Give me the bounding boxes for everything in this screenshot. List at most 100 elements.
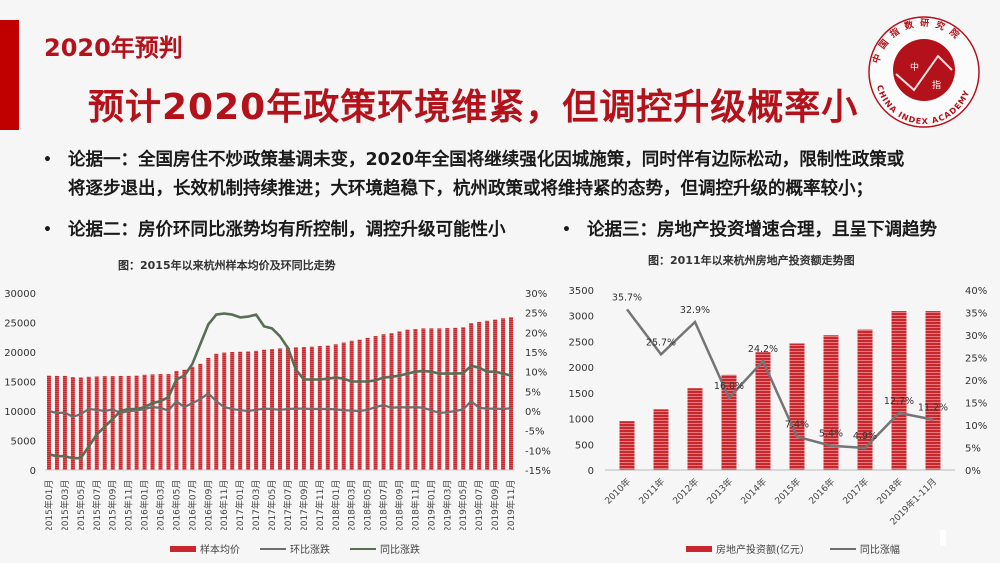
- bar-avg-price: [357, 339, 362, 470]
- x-tick-label: 2019年05月: [457, 480, 469, 530]
- bar-avg-price: [421, 328, 426, 470]
- main-title: 预计2020年政策环境维紧，但调控升级概率小: [88, 87, 859, 128]
- investment-chart: 0 500 1000 1500 2000 2500 3000 3500 0% 5% 10% 15% 20…: [569, 286, 988, 527]
- line-swatch: [829, 547, 856, 550]
- x-tick-label: 2011年: [636, 476, 667, 507]
- bar-investment: [721, 374, 737, 470]
- bullet-text: 论据二：房价环同比涨势均有所控制，调控升级可能性小: [68, 220, 506, 240]
- bullet-argument-1: • 论据一：全国房住不炒政策基调未变，2020年全国将继续强化因城施策，同时伴有…: [43, 146, 968, 204]
- bar-investment: [891, 311, 907, 470]
- bullet-argument-2: • 论据二：房价环同比涨势均有所控制，调控升级可能性小: [43, 216, 506, 245]
- y-tick-label: 0: [588, 466, 594, 477]
- bar-avg-price: [62, 375, 67, 470]
- bar-avg-price: [174, 370, 179, 470]
- bar-avg-price: [214, 353, 219, 470]
- line-swatch: [260, 547, 286, 550]
- bullet-dot: •: [562, 222, 571, 238]
- x-tick-label: 2017年: [840, 476, 871, 507]
- y-tick-label: 30000: [4, 289, 36, 300]
- line-swatch: [350, 547, 376, 550]
- bar-avg-price: [134, 375, 139, 470]
- bar-avg-price: [222, 352, 227, 470]
- x-tick-label: 2019年07月: [473, 480, 485, 530]
- x-tick-label: 2012年: [670, 476, 701, 507]
- y-tick-label: 1500: [569, 389, 594, 400]
- bar-avg-price: [365, 337, 370, 470]
- bar-avg-price: [142, 374, 147, 470]
- bar-avg-price: [445, 328, 450, 470]
- bar-avg-price: [373, 336, 378, 470]
- bar-avg-price: [262, 349, 267, 470]
- bar-investment: [755, 352, 771, 470]
- legend-item-yoy: 同比涨跌: [350, 541, 420, 556]
- bar-avg-price: [150, 374, 155, 470]
- legend-item-avg-price: 样本均价: [170, 541, 240, 556]
- x-tick-label: 2018年03月: [346, 480, 358, 530]
- legend-item-growth: 同比涨幅: [829, 541, 900, 556]
- y2-tick-label: 25%: [965, 354, 987, 365]
- x-tick-label: 2018年07月: [378, 480, 390, 530]
- y2-tick-label: -10%: [525, 446, 551, 457]
- price-trend-legend: 样本均价 环比涨跌 同比涨跌: [170, 541, 434, 556]
- bar-avg-price: [333, 344, 338, 470]
- y2-tick-label: 5%: [525, 387, 541, 398]
- bar-avg-price: [126, 375, 131, 470]
- china-index-academy-logo-icon: 中 指 中国指数研究院 CHINA INDEX ACADEMY: [868, 16, 980, 128]
- bar-avg-price: [198, 363, 203, 470]
- section-title: 2020年预判: [44, 34, 183, 62]
- data-label: 35.7%: [612, 292, 642, 303]
- bar-avg-price: [453, 327, 458, 470]
- x-tick-label: 2017年09月: [298, 480, 310, 530]
- bar-avg-price: [190, 366, 195, 470]
- bar-avg-price: [381, 334, 386, 470]
- bar-avg-price: [110, 376, 115, 470]
- y2-tick-label: 35%: [965, 309, 987, 320]
- bar-swatch: [686, 545, 712, 552]
- bullet-text: 论据三：房地产投资增速合理，且呈下调趋势: [587, 220, 937, 240]
- data-label: 16.0%: [714, 381, 744, 392]
- bar-investment: [619, 421, 635, 470]
- y2-tick-label: 15%: [965, 399, 987, 410]
- x-tick-label: 2015年09月: [107, 480, 119, 530]
- x-tick-label: 2016年05月: [170, 480, 182, 530]
- bar-investment: [687, 388, 703, 470]
- x-tick-label: 2018年11月: [409, 480, 421, 530]
- bar-avg-price: [397, 331, 402, 470]
- x-tick-label: 2015年03月: [59, 480, 71, 530]
- data-label: 4.9%: [853, 431, 877, 442]
- y2-tick-label: 20%: [965, 376, 987, 387]
- y2-tick-label: -15%: [525, 466, 551, 477]
- x-tick-label: 2017年03月: [250, 480, 262, 530]
- x-tick-label: 2017年11月: [314, 480, 326, 530]
- bar-avg-price: [501, 318, 506, 470]
- x-tick-label: 2013年: [704, 476, 735, 507]
- x-tick-label: 2016年03月: [155, 480, 167, 530]
- bar-avg-price: [118, 375, 123, 470]
- x-tick-label: 2016年: [806, 476, 837, 507]
- bar-avg-price: [461, 327, 466, 470]
- bar-avg-price: [230, 352, 235, 470]
- accent-bar: [0, 20, 19, 130]
- bar-avg-price: [86, 376, 91, 470]
- x-tick-label: 2019年11月: [505, 480, 517, 530]
- bullet-text-line1: 论据一：全国房住不炒政策基调未变，2020年全国将继续强化因城施策，同时伴有边际…: [68, 150, 905, 170]
- bar-avg-price: [349, 340, 354, 470]
- bullet-argument-3: • 论据三：房地产投资增速合理，且呈下调趋势: [562, 216, 937, 245]
- price-trend-chart: 0 5000 10000 15000 20000 25000 30000 -15% -10% -5…: [4, 289, 551, 530]
- x-tick-label: 2016年01月: [139, 480, 151, 530]
- y-tick-label: 5000: [11, 437, 36, 448]
- x-tick-label: 2018年01月: [330, 480, 342, 530]
- bar-investment: [823, 335, 839, 470]
- y-tick-label: 3000: [569, 312, 594, 323]
- y-tick-label: 25000: [4, 319, 36, 330]
- bar-avg-price: [325, 345, 330, 470]
- x-tick-label: 2018年: [874, 476, 905, 507]
- bar-avg-price: [54, 375, 59, 470]
- data-label: 32.9%: [680, 305, 710, 316]
- svg-text:指: 指: [932, 79, 941, 91]
- bar-avg-price: [389, 333, 394, 470]
- y2-tick-label: 30%: [525, 289, 547, 300]
- line-growth: [626, 308, 934, 450]
- bar-avg-price: [405, 329, 410, 470]
- data-label: 11.2%: [918, 403, 948, 414]
